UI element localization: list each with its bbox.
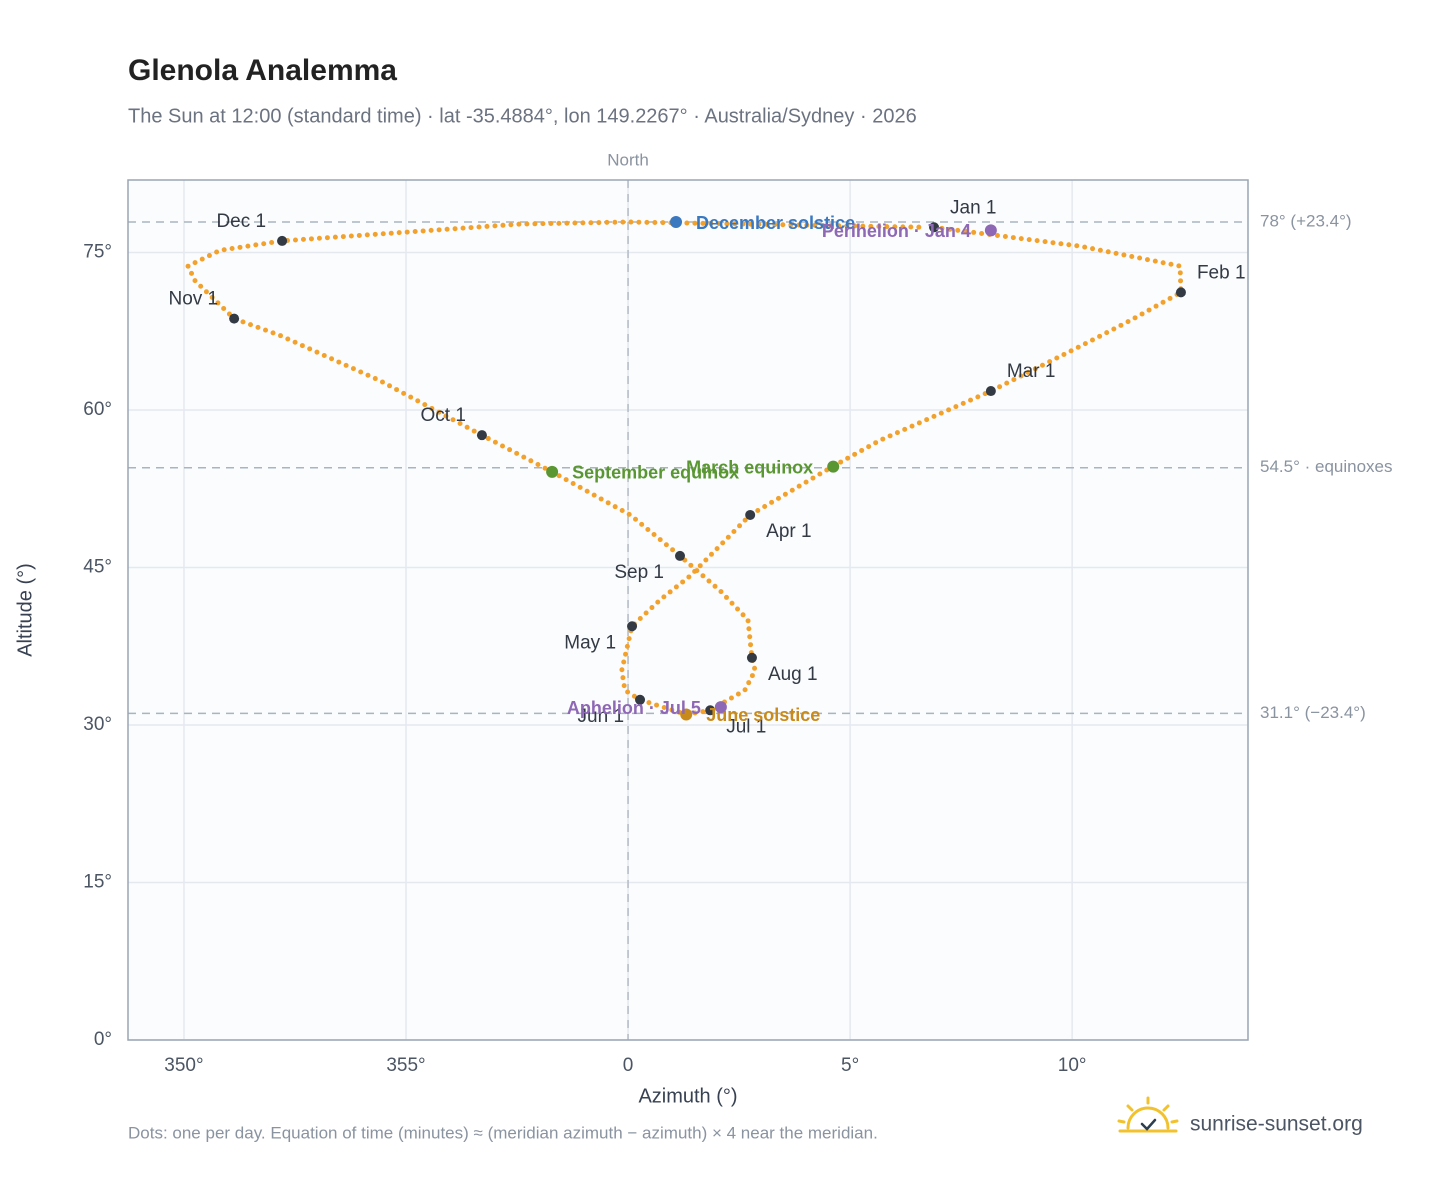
event-marker [546,465,559,478]
chart-title: Glenola Analemma [128,54,397,87]
month-marker [635,694,646,705]
event-label: Aphelion · Jul 5 [567,698,701,718]
y-tick-label: 75° [83,241,112,262]
brand: sunrise-sunset.org [1190,1113,1363,1136]
event-marker [714,701,727,714]
reference-label: 54.5° · equinoxes [1260,457,1393,476]
x-tick-label: 350° [164,1055,203,1076]
month-label: Nov 1 [168,289,218,310]
month-marker [476,430,487,441]
plot-frame [127,179,1249,1041]
month-marker [1175,287,1186,298]
month-label: Mar 1 [1007,361,1056,382]
month-marker [675,550,686,561]
y-tick-label: 45° [83,556,112,577]
x-tick-label: 355° [386,1055,425,1076]
event-marker [670,216,683,229]
y-tick-label: 30° [83,714,112,735]
month-label: Aug 1 [768,664,818,685]
month-label: Dec 1 [216,211,266,232]
event-label: Perihelion · Jan 4 [822,221,971,241]
x-axis-label: Azimuth (°) [638,1085,737,1107]
y-tick-label: 15° [83,872,112,893]
month-label: Jan 1 [950,197,996,218]
event-label: March equinox [686,457,813,477]
chart-subtitle: The Sun at 12:00 (standard time) · lat -… [128,105,917,127]
event-marker [680,708,693,721]
reference-label: 31.1° (−23.4°) [1260,703,1366,722]
month-marker [929,222,940,233]
plot-background [128,180,1248,1040]
month-label: May 1 [564,632,616,653]
event-label: December solstice [696,213,855,233]
event-marker [984,224,997,237]
month-label: Jun 1 [578,706,624,727]
y-tick-label: 0° [94,1029,112,1050]
event-label: September equinox [572,463,739,483]
footnote: Dots: one per day. Equation of time (min… [128,1123,878,1142]
north-label: North [607,150,649,169]
y-tick-label: 60° [83,399,112,420]
month-marker [746,652,757,663]
month-marker [627,621,638,632]
event-label: June solstice [706,705,820,725]
month-label: Jul 1 [726,716,766,737]
x-tick-label: 0 [623,1055,634,1076]
month-label: Feb 1 [1197,262,1246,283]
brand-logo [1117,1096,1179,1133]
reference-label: 78° (+23.4°) [1260,211,1352,230]
month-marker [745,509,756,520]
month-marker [277,235,288,246]
x-tick-label: 5° [841,1055,859,1076]
month-label: Sep 1 [614,562,664,583]
event-marker [827,460,840,473]
month-marker [705,705,716,716]
month-marker [229,313,240,324]
y-axis-label: Altitude (°) [14,563,36,657]
x-tick-label: 10° [1058,1055,1087,1076]
month-marker [985,386,996,397]
month-label: Apr 1 [766,521,811,542]
month-label: Oct 1 [421,405,466,426]
